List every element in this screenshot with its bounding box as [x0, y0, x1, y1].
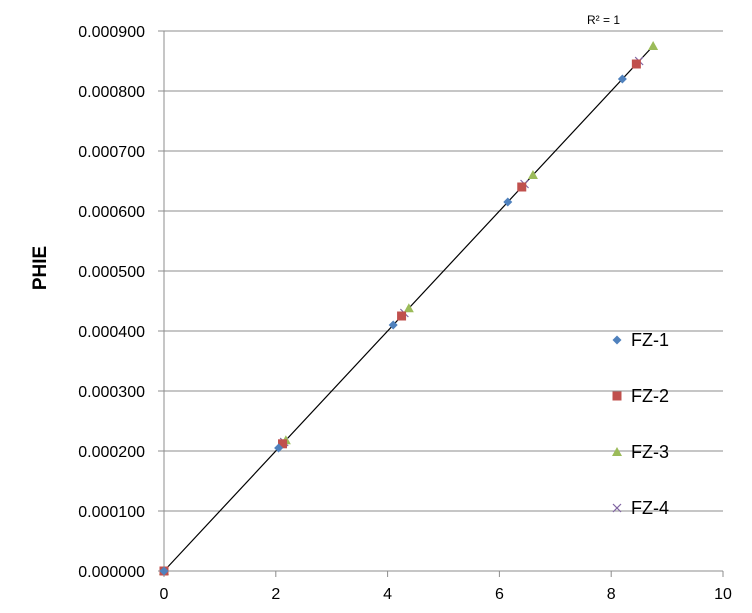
- legend-label-fz-1: FZ-1: [631, 330, 669, 350]
- legend-marker-fz-1: [612, 335, 622, 345]
- legend-marker-fz-4: [612, 503, 622, 513]
- data-point-fz-1: [274, 443, 284, 453]
- y-tick-label: 0.000600: [78, 204, 145, 221]
- legend-label-fz-2: FZ-2: [631, 386, 669, 406]
- y-tick-label: 0.000400: [78, 324, 145, 341]
- legend: FZ-1 FZ-2 FZ-3 FZ-4: [612, 330, 669, 518]
- x-tick-label: 0: [160, 586, 169, 603]
- x-tick-label: 2: [271, 586, 280, 603]
- y-tick-label: 0.000900: [78, 24, 145, 41]
- y-tick-label: 0.000000: [78, 564, 145, 581]
- x-tick-label: 4: [383, 586, 392, 603]
- data-point-fz-2: [631, 59, 641, 69]
- axes: [158, 30, 724, 577]
- legend-label-fz-3: FZ-3: [631, 442, 669, 462]
- y-tick-label: 0.000100: [78, 504, 145, 521]
- data-point-fz-1: [159, 566, 169, 576]
- data-point-fz-1: [388, 320, 398, 330]
- data-point-fz-2: [397, 311, 407, 321]
- y-tick-label: 0.000200: [78, 444, 145, 461]
- r-squared-annotation: R² = 1: [587, 13, 620, 27]
- x-tick-label: 8: [607, 586, 616, 603]
- tick-labels: 0.000000 0.000100 0.000200 0.000300 0.000400…: [78, 24, 732, 603]
- y-tick-label: 0.000700: [78, 144, 145, 161]
- legend-marker-fz-2: [612, 391, 622, 401]
- data-point-fz-2: [517, 182, 527, 192]
- data-point-fz-3: [527, 170, 538, 179]
- data-point-fz-2: [278, 439, 288, 449]
- data-point-fz-3: [403, 303, 414, 313]
- x-tick-label: 6: [495, 586, 504, 603]
- y-tick-label: 0.000300: [78, 384, 145, 401]
- x-tick-label: 10: [714, 586, 732, 603]
- legend-marker-fz-3: [612, 447, 622, 456]
- data-point-fz-1: [503, 197, 513, 207]
- y-axis-title: PHIE: [30, 246, 51, 290]
- data-points: [159, 41, 659, 576]
- data-point-fz-1: [617, 74, 627, 84]
- x-marker-stroke: [612, 503, 622, 513]
- y-tick-label: 0.000800: [78, 84, 145, 101]
- data-point-fz-3: [648, 41, 659, 50]
- legend-label-fz-4: FZ-4: [631, 498, 669, 518]
- y-tick-label: 0.000500: [78, 264, 145, 281]
